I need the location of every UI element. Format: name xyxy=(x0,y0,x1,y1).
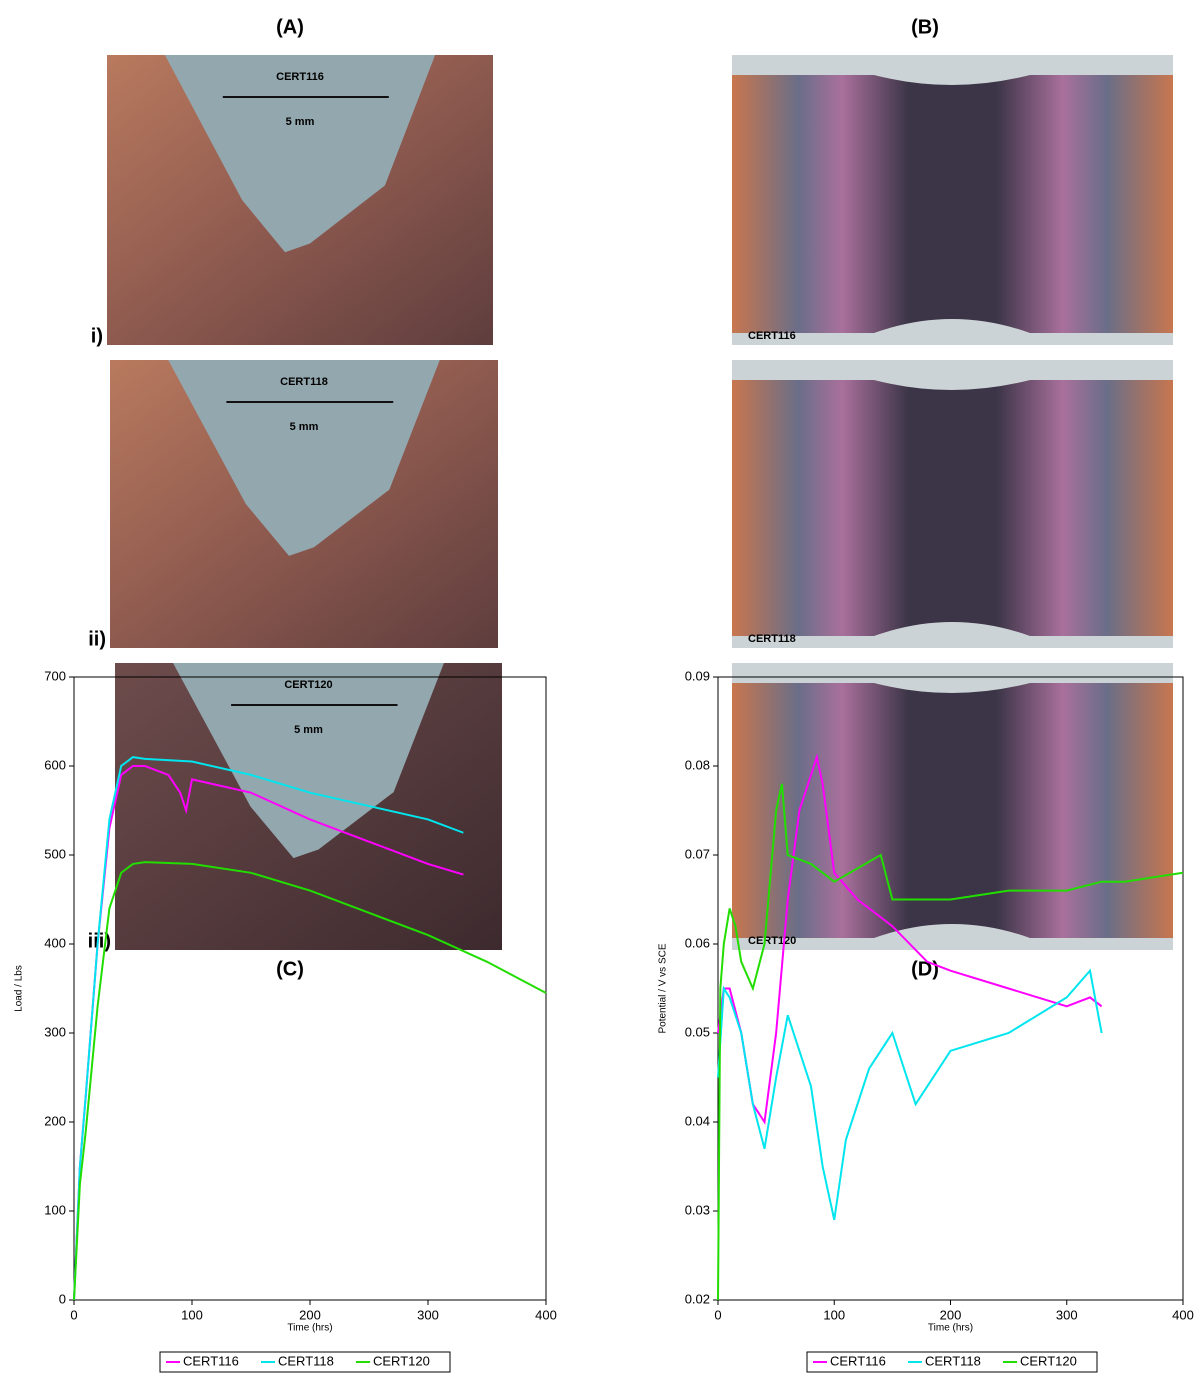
y-axis-label: Potential / V vs SCE xyxy=(658,943,669,1033)
x-tick-label: 100 xyxy=(181,1307,203,1322)
x-axis-label: Time (hrs) xyxy=(287,1323,332,1334)
scale-label: 5 mm xyxy=(294,724,323,736)
legend-label: CERT118 xyxy=(925,1353,981,1368)
panel-label: (A) xyxy=(276,16,304,38)
y-tick-label: 0.04 xyxy=(685,1113,710,1128)
legend-label: CERT120 xyxy=(373,1353,430,1368)
scale-label: 5 mm xyxy=(286,116,315,128)
x-tick-label: 100 xyxy=(823,1307,845,1322)
y-tick-label: 0.03 xyxy=(685,1202,710,1217)
y-tick-label: 0.07 xyxy=(685,846,710,861)
panel-label: (D) xyxy=(911,958,939,980)
x-tick-label: 400 xyxy=(1172,1307,1194,1322)
row-label: i) xyxy=(91,325,103,347)
y-tick-label: 0.05 xyxy=(685,1024,710,1039)
legend-label: CERT120 xyxy=(1020,1353,1077,1368)
photo-fracture xyxy=(732,360,1173,648)
x-axis-label: Time (hrs) xyxy=(928,1323,973,1334)
legend-label: CERT118 xyxy=(278,1353,334,1368)
y-tick-label: 200 xyxy=(44,1113,66,1128)
y-tick-label: 700 xyxy=(44,668,66,683)
y-tick-label: 400 xyxy=(44,935,66,950)
x-tick-label: 300 xyxy=(1056,1307,1078,1322)
x-tick-label: 200 xyxy=(940,1307,962,1322)
x-tick-label: 300 xyxy=(417,1307,439,1322)
y-tick-label: 0.06 xyxy=(685,935,710,950)
specimen-label: CERT116 xyxy=(748,330,796,342)
y-tick-label: 500 xyxy=(44,846,66,861)
y-axis-label: Load / Lbs xyxy=(14,965,25,1012)
figure: (A) (B) (C) (D) CERT116 5 mm i) CERT116 CERT118 5… xyxy=(0,0,1198,1377)
y-tick-label: 0.09 xyxy=(685,668,710,683)
y-tick-label: 0.02 xyxy=(685,1291,710,1306)
x-tick-label: 0 xyxy=(70,1307,77,1322)
specimen-label: CERT120 xyxy=(284,679,332,691)
x-tick-label: 0 xyxy=(714,1307,721,1322)
photo-fracture xyxy=(732,663,1173,950)
row-label: ii) xyxy=(88,628,106,650)
y-tick-label: 100 xyxy=(44,1202,66,1217)
specimen-label: CERT118 xyxy=(280,376,328,388)
photo-fracture xyxy=(732,55,1173,345)
legend-label: CERT116 xyxy=(830,1353,886,1368)
specimen-label: CERT116 xyxy=(276,71,324,83)
specimen-label: CERT118 xyxy=(748,633,796,645)
y-tick-label: 300 xyxy=(44,1024,66,1039)
scale-label: 5 mm xyxy=(290,421,319,433)
x-tick-label: 400 xyxy=(535,1307,557,1322)
x-tick-label: 200 xyxy=(299,1307,321,1322)
panel-label: (B) xyxy=(911,16,939,38)
y-tick-label: 600 xyxy=(44,757,66,772)
legend-label: CERT116 xyxy=(183,1353,239,1368)
panel-label: (C) xyxy=(276,958,304,980)
specimen-label: CERT120 xyxy=(748,935,796,947)
y-tick-label: 0.08 xyxy=(685,757,710,772)
y-tick-label: 0 xyxy=(59,1291,66,1306)
series-line xyxy=(718,971,1102,1220)
